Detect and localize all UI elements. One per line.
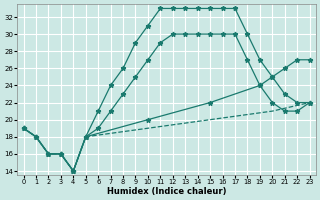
X-axis label: Humidex (Indice chaleur): Humidex (Indice chaleur)	[107, 187, 226, 196]
